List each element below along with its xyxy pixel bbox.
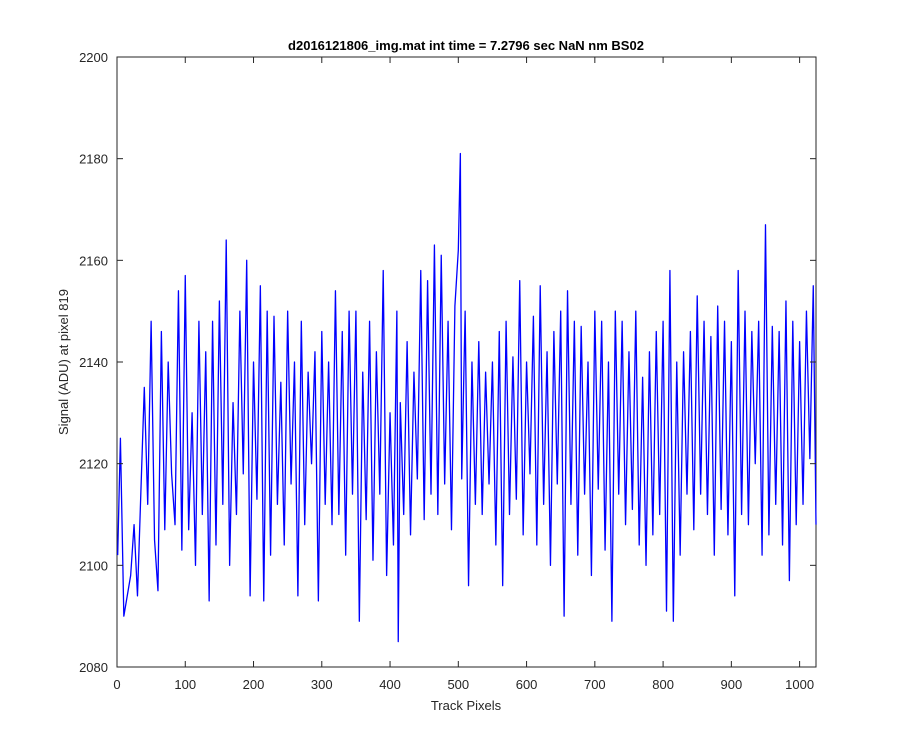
x-tick-label: 1000	[785, 677, 814, 692]
x-tick-label: 300	[311, 677, 333, 692]
x-tick-label: 200	[243, 677, 265, 692]
y-tick-label: 2160	[79, 253, 108, 268]
x-tick-label: 700	[584, 677, 606, 692]
x-tick-label: 600	[516, 677, 538, 692]
x-tick-label: 500	[447, 677, 469, 692]
y-tick-label: 2200	[79, 50, 108, 65]
x-tick-label: 800	[652, 677, 674, 692]
y-tick-label: 2180	[79, 152, 108, 167]
x-axis-label: Track Pixels	[431, 698, 502, 713]
y-tick-label: 2080	[79, 660, 108, 675]
y-tick-label: 2100	[79, 558, 108, 573]
y-axis-label: Signal (ADU) at pixel 819	[56, 289, 71, 435]
y-tick-label: 2140	[79, 355, 108, 370]
y-tick-label: 2120	[79, 457, 108, 472]
x-tick-label: 400	[379, 677, 401, 692]
x-axis: 0 100 200 300 400 500 600 700 800 900 1000	[113, 57, 814, 692]
y-axis: 2080 2100 2120 2140 2160 2180 2200	[79, 50, 816, 675]
x-tick-label: 0	[113, 677, 120, 692]
x-tick-label: 100	[174, 677, 196, 692]
axes-box	[116, 56, 817, 668]
series-line	[117, 152, 817, 643]
plot-area	[116, 56, 817, 668]
chart-title: d2016121806_img.mat int time = 7.2796 se…	[288, 38, 644, 53]
x-tick-label: 900	[721, 677, 743, 692]
